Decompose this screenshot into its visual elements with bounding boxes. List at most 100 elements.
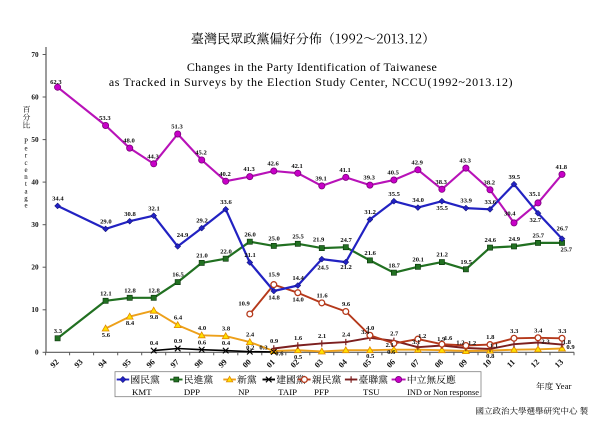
svg-text:38.3: 38.3	[435, 179, 447, 186]
svg-text:51.3: 51.3	[171, 124, 183, 131]
svg-text:30.4: 30.4	[504, 211, 516, 218]
svg-text:39.1: 39.1	[315, 176, 327, 183]
svg-text:21.1: 21.1	[244, 252, 256, 259]
svg-text:2.7: 2.7	[390, 330, 399, 337]
svg-text:21.6: 21.6	[364, 250, 376, 257]
svg-text:35.1: 35.1	[529, 191, 541, 198]
svg-text:70: 70	[31, 51, 39, 59]
svg-text:14.0: 14.0	[292, 296, 304, 303]
svg-text:34.0: 34.0	[412, 197, 424, 204]
svg-text:0.9: 0.9	[174, 338, 183, 345]
svg-text:33.6: 33.6	[220, 199, 232, 206]
svg-text:24.9: 24.9	[177, 232, 189, 239]
svg-text:53.3: 53.3	[99, 115, 111, 122]
svg-text:1.2: 1.2	[418, 333, 427, 340]
svg-text:2.1: 2.1	[386, 342, 394, 349]
svg-text:21.2: 21.2	[340, 264, 352, 271]
svg-text:IND or Non response: IND or Non response	[407, 388, 479, 397]
svg-text:50: 50	[31, 136, 39, 144]
svg-text:39.3: 39.3	[363, 175, 375, 182]
svg-text:41.8: 41.8	[556, 164, 568, 171]
svg-text:0.6: 0.6	[198, 339, 207, 346]
svg-text:21.9: 21.9	[313, 236, 325, 243]
svg-text:12.8: 12.8	[124, 287, 136, 294]
svg-text:42.6: 42.6	[267, 161, 279, 168]
svg-text:32.1: 32.1	[148, 205, 160, 212]
svg-text:40.5: 40.5	[387, 170, 399, 177]
svg-text:38.2: 38.2	[484, 179, 496, 186]
svg-text:14.4: 14.4	[292, 275, 304, 282]
svg-text:4.0: 4.0	[198, 325, 207, 332]
svg-text:10.9: 10.9	[238, 301, 250, 308]
svg-text:0.5: 0.5	[366, 353, 375, 360]
svg-text:24.9: 24.9	[509, 236, 521, 243]
svg-text:0.9: 0.9	[566, 344, 575, 351]
svg-text:9.6: 9.6	[342, 301, 351, 308]
svg-text:0.5: 0.5	[294, 354, 303, 361]
svg-text:24.6: 24.6	[485, 237, 497, 244]
svg-text:20: 20	[31, 264, 39, 272]
svg-text:18.7: 18.7	[388, 262, 400, 269]
svg-text:NP: NP	[238, 387, 249, 397]
svg-text:3.4: 3.4	[361, 329, 370, 336]
svg-text:20.1: 20.1	[412, 256, 424, 263]
svg-text:as Tracked in Surveys by the E: as Tracked in Surveys by the Election St…	[109, 75, 513, 89]
svg-text:e: e	[24, 146, 27, 153]
svg-text:3.1: 3.1	[412, 339, 420, 346]
svg-text:25.5: 25.5	[292, 233, 304, 240]
svg-text:5.6: 5.6	[102, 332, 111, 339]
svg-text:3.8: 3.8	[222, 326, 231, 333]
svg-text:4.0: 4.0	[366, 325, 375, 332]
svg-text:g: g	[24, 196, 28, 203]
svg-text:P: P	[24, 138, 28, 145]
svg-text:9.8: 9.8	[150, 314, 159, 321]
svg-text:1.1: 1.1	[490, 343, 498, 350]
svg-text:33.9: 33.9	[460, 198, 472, 205]
svg-text:DPP: DPP	[184, 387, 200, 397]
svg-text:35.5: 35.5	[388, 191, 400, 198]
svg-text:44.3: 44.3	[147, 153, 159, 160]
svg-text:21.0: 21.0	[196, 253, 208, 260]
svg-text:41.3: 41.3	[243, 166, 255, 173]
svg-text:0.3: 0.3	[259, 345, 268, 352]
svg-text:39.5: 39.5	[509, 174, 521, 181]
svg-text:22.0: 22.0	[220, 248, 232, 255]
svg-text:3.3: 3.3	[558, 328, 567, 335]
svg-text:8.4: 8.4	[126, 320, 135, 327]
svg-text:15.9: 15.9	[268, 272, 280, 279]
svg-text:35.5: 35.5	[436, 205, 448, 212]
svg-text:14.8: 14.8	[268, 295, 280, 302]
svg-text:11.6: 11.6	[317, 293, 329, 300]
svg-text:1.6: 1.6	[294, 335, 303, 342]
svg-text:0.4: 0.4	[222, 340, 231, 347]
svg-text:26.7: 26.7	[557, 225, 569, 232]
svg-text:e: e	[24, 167, 27, 174]
svg-text:c: c	[24, 160, 27, 167]
svg-text:3.3: 3.3	[54, 328, 63, 335]
svg-text:0.9: 0.9	[270, 338, 279, 345]
svg-text:16.5: 16.5	[172, 272, 184, 279]
svg-text:33.6: 33.6	[485, 199, 497, 206]
svg-text:30.8: 30.8	[124, 211, 136, 218]
svg-text:40: 40	[31, 179, 39, 187]
svg-text:0.6: 0.6	[387, 349, 396, 356]
svg-text:40.2: 40.2	[219, 171, 231, 178]
svg-text:1.8: 1.8	[486, 334, 495, 341]
svg-text:62.3: 62.3	[50, 79, 62, 86]
svg-text:t: t	[25, 181, 27, 188]
svg-text:r: r	[25, 153, 28, 160]
svg-text:0.6: 0.6	[275, 350, 284, 357]
svg-text:PFP: PFP	[314, 387, 329, 397]
svg-text:KMT: KMT	[132, 387, 152, 397]
svg-text:25.7: 25.7	[561, 247, 573, 254]
svg-text:1.9: 1.9	[437, 336, 446, 343]
svg-text:1.8: 1.8	[563, 339, 572, 346]
svg-text:41.1: 41.1	[339, 167, 351, 174]
svg-text:19.5: 19.5	[460, 259, 472, 266]
svg-text:24.5: 24.5	[317, 265, 329, 272]
svg-text:10: 10	[31, 306, 39, 314]
svg-text:43.3: 43.3	[459, 158, 471, 165]
svg-text:2.1: 2.1	[318, 333, 326, 340]
svg-text:1.6: 1.6	[444, 335, 453, 342]
svg-text:1.2: 1.2	[456, 340, 465, 347]
